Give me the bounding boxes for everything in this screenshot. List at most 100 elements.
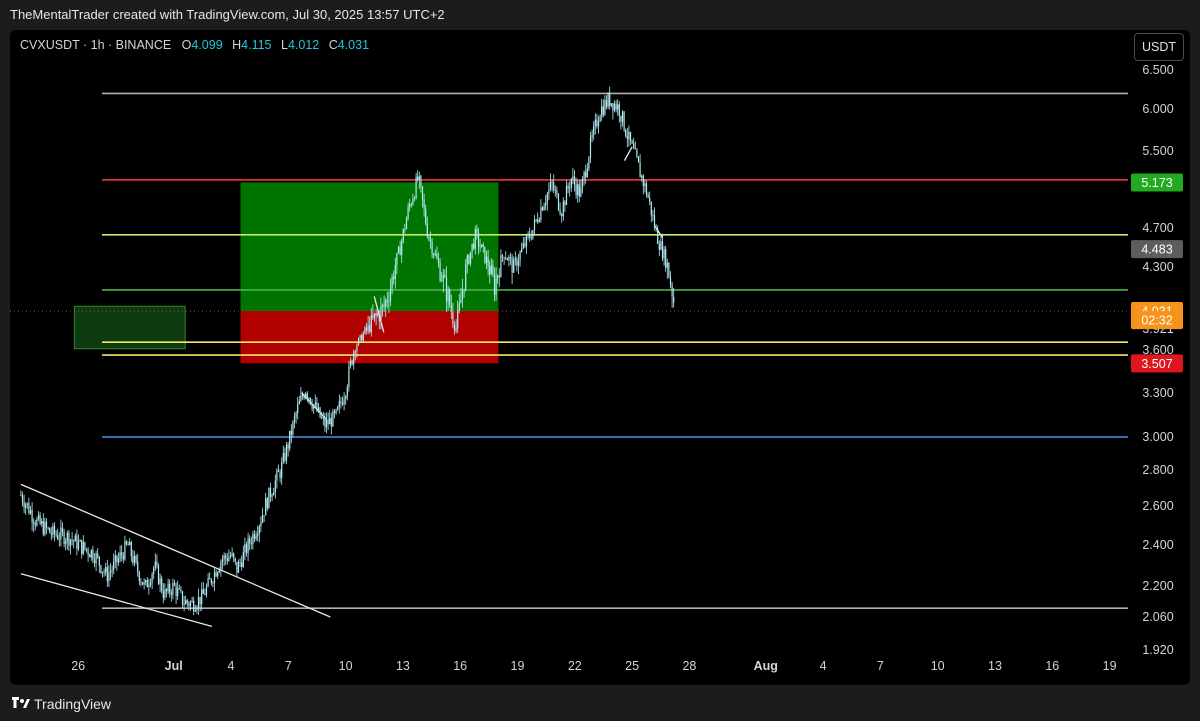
candle-body-270: [452, 311, 454, 325]
candle-body-49: [98, 556, 100, 566]
candle-body-33: [73, 540, 75, 542]
candle-body-83: [153, 567, 155, 574]
candle-body-361: [597, 121, 600, 127]
candle-body-54: [106, 567, 108, 582]
candle-body-268: [449, 290, 451, 305]
candle-body-9: [34, 523, 36, 526]
candle-body-206: [349, 360, 352, 366]
candle-body-294: [490, 265, 492, 275]
candle-body-117: [207, 578, 209, 587]
candle-body-8: [33, 522, 35, 524]
x-tick-0: 26: [71, 659, 85, 673]
candle-body-214: [362, 333, 364, 341]
candle-body-373: [617, 104, 619, 110]
candle-body-152: [263, 515, 265, 517]
candle-body-69: [130, 542, 132, 557]
candle-body-284: [474, 228, 476, 249]
candle-body-156: [269, 487, 272, 497]
candle-body-188: [321, 417, 323, 419]
candle-body-40: [84, 542, 86, 549]
candle-body-408: [673, 296, 675, 303]
candle-body-204: [346, 386, 348, 397]
candle-body-97: [175, 585, 177, 596]
candle-body-232: [391, 276, 393, 289]
candle-body-21: [53, 525, 56, 535]
candle-body-245: [412, 199, 414, 205]
candle-body-307: [511, 257, 513, 273]
candle-body-276: [461, 290, 464, 300]
candle-body-393: [649, 197, 651, 202]
price-badge-4: [1131, 354, 1183, 373]
candle-body-391: [645, 183, 648, 195]
candle-body-217: [367, 325, 369, 331]
candle-body-316: [525, 235, 528, 247]
candle-body-333: [553, 182, 555, 191]
candle-body-339: [562, 201, 564, 217]
x-tick-3: 7: [285, 659, 292, 673]
candle-body-278: [465, 263, 467, 290]
candle-body-62: [119, 552, 121, 559]
candle-body-257: [431, 241, 433, 254]
candle-body-241: [405, 218, 408, 230]
candle-body-325: [540, 207, 542, 221]
x-tick-10: 28: [682, 659, 696, 673]
candle-body-253: [425, 209, 427, 224]
candle-body-57: [111, 569, 113, 572]
candle-body-350: [580, 187, 582, 197]
candle-body-191: [325, 419, 328, 428]
candle-body-170: [292, 421, 294, 435]
candle-body-290: [484, 246, 486, 263]
candle-body-249: [418, 175, 420, 180]
candle-body-46: [93, 559, 96, 564]
candle-body-126: [221, 559, 224, 562]
candle-body-61: [117, 558, 120, 563]
candle-body-142: [247, 538, 249, 554]
candle-body-288: [481, 244, 483, 248]
candle-body-365: [604, 100, 606, 115]
chart-frame[interactable]: 6.5006.0005.5004.7004.3003.9213.6003.300…: [10, 30, 1190, 685]
candle-body-229: [386, 300, 388, 302]
candle-body-12: [39, 515, 41, 524]
candle-body-24: [58, 538, 60, 540]
candle-body-17: [47, 527, 49, 529]
candle-body-89: [162, 590, 164, 598]
candle-body-176: [301, 395, 304, 397]
candle-body-332: [551, 181, 553, 183]
candle-body-114: [202, 589, 204, 594]
candle-body-88: [161, 578, 163, 591]
candle-body-171: [293, 416, 296, 422]
candle-body-131: [229, 555, 232, 557]
candle-body-135: [236, 561, 238, 573]
candle-body-139: [242, 552, 244, 568]
candle-body-292: [487, 256, 489, 267]
candle-body-164: [282, 453, 284, 463]
candle-body-105: [188, 603, 190, 606]
candle-body-115: [204, 593, 206, 595]
candle-body-166: [285, 444, 288, 461]
candle-body-31: [69, 539, 72, 546]
candle-body-407: [671, 285, 673, 297]
candle-body-70: [132, 556, 134, 563]
symbol-legend: CVXUSDT · 1h · BINANCE O4.099 H4.115 L4.…: [20, 38, 375, 52]
candle-body-367: [607, 93, 609, 107]
candle-body-250: [420, 175, 422, 187]
candle-body-275: [460, 299, 462, 304]
candle-body-74: [138, 572, 140, 582]
candle-body-389: [642, 175, 644, 186]
candle-body-154: [266, 498, 268, 509]
currency-button[interactable]: USDT: [1134, 33, 1184, 61]
candle-body-101: [181, 591, 184, 605]
y-tick-11: 2.400: [1142, 538, 1173, 552]
candle-body-368: [609, 93, 611, 106]
price-chart[interactable]: 6.5006.0005.5004.7004.3003.9213.6003.300…: [10, 30, 1190, 685]
candle-body-29: [66, 532, 68, 542]
candle-body-323: [537, 219, 539, 222]
trendline-4: [623, 146, 633, 161]
x-tick-4: 10: [339, 659, 353, 673]
candle-body-93: [169, 583, 171, 593]
candle-body-185: [316, 402, 318, 412]
candle-body-155: [268, 487, 270, 509]
candle-body-269: [450, 304, 452, 312]
candle-body-203: [345, 396, 347, 400]
candle-body-264: [442, 274, 444, 281]
